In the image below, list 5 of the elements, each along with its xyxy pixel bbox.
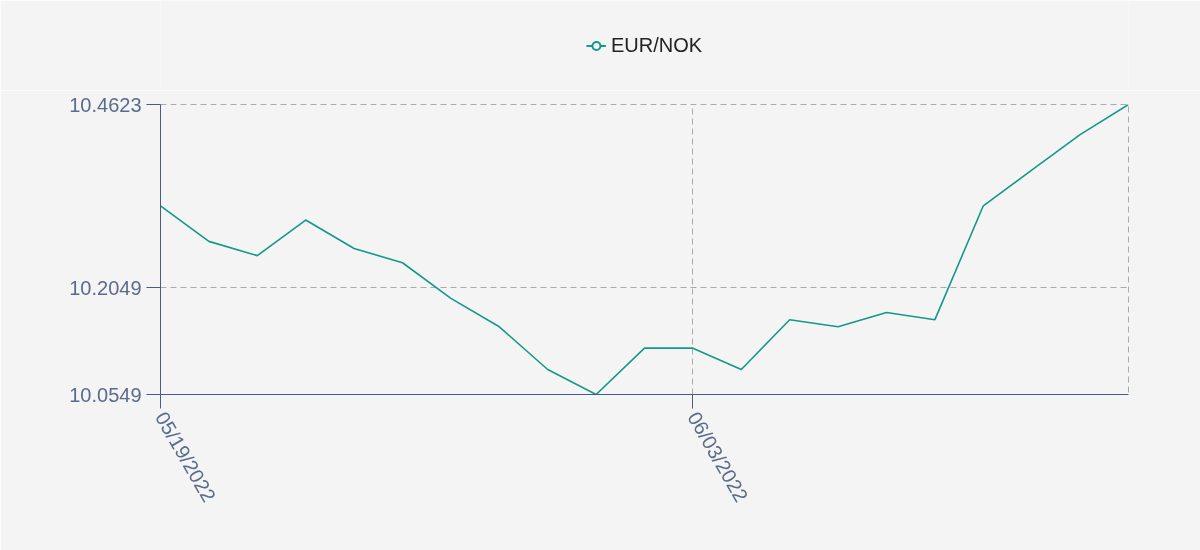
y-tick-label: 10.4623 [69,93,142,116]
legend-label: EUR/NOK [610,33,703,57]
line-series [160,104,1129,395]
y-tick-label: 10.2049 [69,276,142,299]
y-tick-label: 10.0549 [69,383,142,406]
